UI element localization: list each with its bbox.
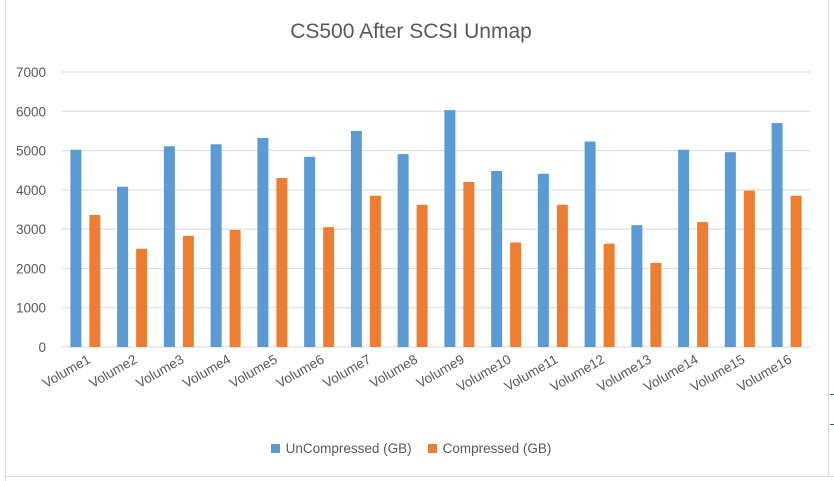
x-tick-label: Volume5 <box>227 352 280 391</box>
bar-uncompressed <box>257 138 269 347</box>
bar-compressed <box>369 195 381 347</box>
y-tick-label: 0 <box>38 340 46 355</box>
x-tick-label: Volume2 <box>87 352 140 391</box>
x-tick-label: Volume7 <box>320 352 373 391</box>
y-tick-label: 7000 <box>16 65 46 80</box>
bar-uncompressed <box>537 173 549 347</box>
x-tick-label: Volume4 <box>180 351 233 391</box>
bar-compressed <box>603 243 615 347</box>
bar-uncompressed <box>117 186 129 347</box>
bar-uncompressed <box>350 130 362 347</box>
bar-uncompressed <box>491 171 503 347</box>
y-tick-label: 4000 <box>16 183 46 198</box>
bar-compressed <box>510 242 522 347</box>
bar-uncompressed <box>304 156 316 347</box>
bar-compressed <box>323 227 335 347</box>
bar-uncompressed <box>724 152 736 347</box>
bar-uncompressed <box>584 141 596 347</box>
selection-marker <box>830 394 834 395</box>
bar-uncompressed <box>397 154 409 347</box>
x-tick-label: Volume6 <box>274 352 327 391</box>
x-tick-label: Volume3 <box>133 352 186 391</box>
bar-compressed <box>556 204 568 347</box>
frame-border-left <box>5 0 6 481</box>
bar-compressed <box>463 182 475 347</box>
bar-uncompressed <box>163 146 175 347</box>
frame-border-right <box>828 0 829 477</box>
legend-item-compressed: Compressed (GB) <box>427 441 552 456</box>
bar-compressed <box>136 248 148 347</box>
legend-label-compressed: Compressed (GB) <box>442 441 552 456</box>
legend-label-uncompressed: UnCompressed (GB) <box>285 441 412 456</box>
legend-item-uncompressed: UnCompressed (GB) <box>270 441 412 456</box>
y-tick-label: 5000 <box>16 144 46 159</box>
frame-border-bottom <box>5 476 834 477</box>
bar-uncompressed <box>631 225 643 347</box>
bar-uncompressed <box>210 144 222 347</box>
y-tick-label: 1000 <box>16 301 46 316</box>
bar-compressed <box>276 178 288 347</box>
chart-title: CS500 After SCSI Unmap <box>290 20 532 43</box>
y-tick-label: 6000 <box>16 104 46 119</box>
bar-uncompressed <box>678 149 690 347</box>
bar-uncompressed <box>444 110 456 347</box>
bar-compressed <box>416 204 428 347</box>
legend: UnCompressed (GB) Compressed (GB) <box>0 441 822 456</box>
selection-marker <box>830 424 834 425</box>
bar-compressed <box>743 190 755 347</box>
bar-compressed <box>650 262 662 347</box>
legend-swatch-uncompressed <box>270 444 280 453</box>
bar-compressed <box>790 195 802 347</box>
y-tick-label: 2000 <box>16 261 46 276</box>
y-tick-label: 3000 <box>16 222 46 237</box>
x-tick-label: Volume8 <box>367 352 420 391</box>
x-tick-label: Volume1 <box>40 352 93 391</box>
bar-compressed <box>229 229 241 347</box>
bar-compressed <box>89 215 101 347</box>
bar-uncompressed <box>70 149 82 347</box>
bar-compressed <box>182 235 194 347</box>
bar-compressed <box>697 222 709 347</box>
bar-uncompressed <box>771 123 783 347</box>
legend-swatch-compressed <box>427 444 437 453</box>
